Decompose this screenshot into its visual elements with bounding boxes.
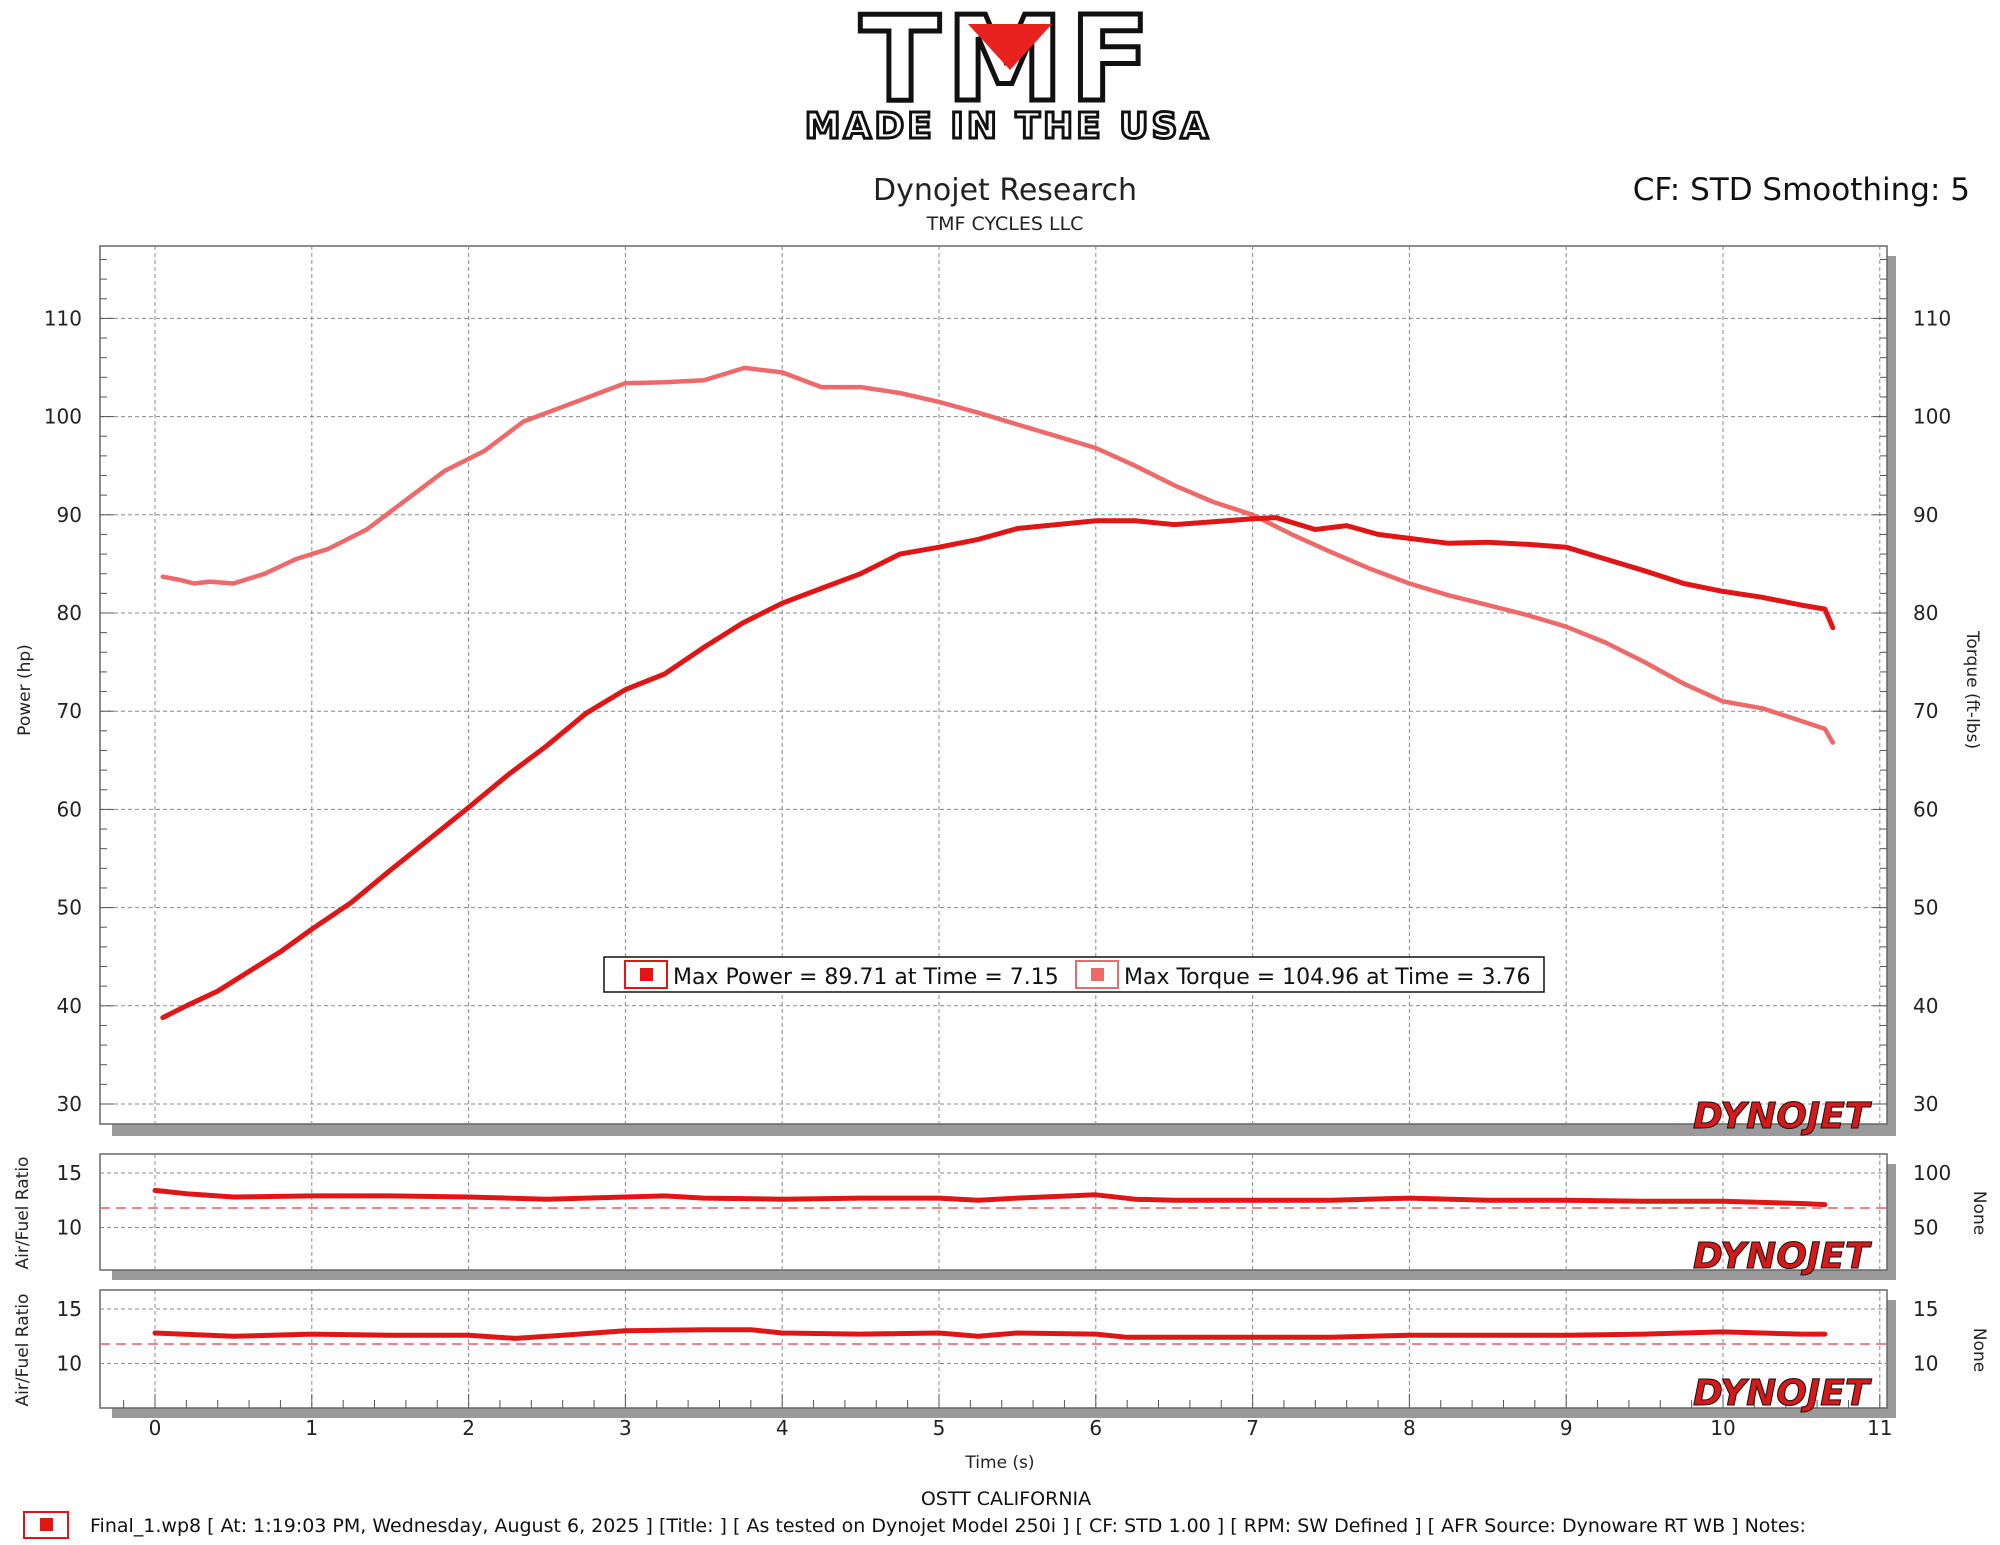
dynojet-watermark-main: DYNOJET bbox=[1693, 1096, 1873, 1138]
cf-smoothing-label: CF: STD Smoothing: 5 bbox=[1633, 172, 1970, 208]
time-tick-label: 1 bbox=[305, 1416, 318, 1440]
torque-tick-label: 90 bbox=[1913, 503, 1938, 527]
time-axis-title: Time (s) bbox=[964, 1453, 1034, 1473]
site-label: OSTT CALIFORNIA bbox=[921, 1488, 1091, 1510]
afr1-tick-label: 10 bbox=[57, 1216, 82, 1240]
torque-tick-label: 30 bbox=[1913, 1092, 1938, 1116]
time-tick-label: 10 bbox=[1710, 1416, 1735, 1440]
power-tick-label: 90 bbox=[57, 503, 82, 527]
logo-red-triangle-icon bbox=[968, 24, 1052, 70]
afr2-tick-label: 10 bbox=[57, 1352, 82, 1376]
legend-max-torque: Max Torque = 104.96 at Time = 3.76 bbox=[1124, 965, 1530, 990]
time-tick-label: 11 bbox=[1867, 1416, 1892, 1440]
torque-axis-title: Torque (ft-lbs) bbox=[1962, 630, 1982, 749]
afr1-tick-label: 15 bbox=[57, 1161, 82, 1185]
legend-torque-swatch bbox=[1091, 968, 1104, 981]
time-tick-label: 5 bbox=[933, 1416, 946, 1440]
dynojet-logo-main: DYNOJET bbox=[1693, 1096, 1872, 1137]
power-tick-label: 60 bbox=[57, 797, 82, 821]
legend-power-swatch bbox=[640, 968, 653, 981]
time-tick-label: 8 bbox=[1403, 1416, 1416, 1440]
tmf-logo: TMF MADE IN THE USA bbox=[803, 0, 1212, 149]
dynojet-logo-afr1: DYNOJET bbox=[1693, 1236, 1872, 1277]
time-axis: 0 1 2 3 4 5 6 7 8 9 10 11 bbox=[123, 1394, 1893, 1440]
time-tick-label: 9 bbox=[1560, 1416, 1573, 1440]
chart-title: Dynojet Research bbox=[873, 173, 1137, 208]
torque-tick-label: 80 bbox=[1913, 601, 1938, 625]
torque-curve bbox=[160, 365, 1836, 745]
time-tick-label: 7 bbox=[1246, 1416, 1259, 1440]
dynojet-watermark-afr2: DYNOJET bbox=[1693, 1373, 1873, 1415]
afr1-right-tick-label: 100 bbox=[1913, 1161, 1951, 1185]
power-tick-label: 110 bbox=[44, 306, 82, 330]
main-axes: 30 30 40 40 50 50 60 60 70 70 80 80 90 90 100 100 110 110 bbox=[44, 258, 1951, 1116]
torque-tick-label: 100 bbox=[1913, 405, 1951, 429]
power-curve bbox=[160, 515, 1836, 1021]
logo-tagline: MADE IN THE USA bbox=[805, 106, 1212, 147]
run-info-footer: Final_1.wp8 [ At: 1:19:03 PM, Wednesday,… bbox=[90, 1515, 1806, 1537]
power-axis-title: Power (hp) bbox=[15, 644, 35, 736]
power-tick-label: 70 bbox=[57, 699, 82, 723]
torque-tick-label: 110 bbox=[1913, 306, 1951, 330]
afr2-right-tick-label: 10 bbox=[1913, 1352, 1938, 1376]
afr1-curve bbox=[152, 1187, 1828, 1208]
legend-box bbox=[603, 956, 1545, 993]
afr2-curve bbox=[152, 1327, 1828, 1341]
afr2-axes: 10 15 10 15 bbox=[57, 1297, 1939, 1376]
time-tick-label: 3 bbox=[619, 1416, 632, 1440]
power-tick-label: 40 bbox=[57, 994, 82, 1018]
dynojet-logo-afr2: DYNOJET bbox=[1693, 1373, 1872, 1414]
afr-panel-1 bbox=[99, 1153, 1888, 1271]
afr-panel-2 bbox=[99, 1289, 1888, 1409]
legend-torque-swatch-frame bbox=[1075, 960, 1119, 989]
power-tick-label: 100 bbox=[44, 405, 82, 429]
afr1-axes: 10 15 50 100 bbox=[57, 1161, 1952, 1240]
torque-tick-label: 40 bbox=[1913, 994, 1938, 1018]
torque-tick-label: 70 bbox=[1913, 699, 1938, 723]
time-tick-label: 6 bbox=[1089, 1416, 1102, 1440]
afr2-right-axis-title: None bbox=[1969, 1328, 1989, 1372]
torque-tick-label: 60 bbox=[1913, 797, 1938, 821]
run-color-swatch-frame bbox=[23, 1511, 69, 1539]
afr1-right-tick-label: 50 bbox=[1913, 1216, 1938, 1240]
afr1-axis-title: Air/Fuel Ratio bbox=[13, 1157, 33, 1270]
time-tick-label: 0 bbox=[149, 1416, 162, 1440]
logo-brand-text: TMF bbox=[860, 0, 1157, 128]
afr2-right-tick-label: 15 bbox=[1913, 1297, 1938, 1321]
chart-subtitle: TMF CYCLES LLC bbox=[926, 213, 1084, 235]
afr2-tick-label: 15 bbox=[57, 1297, 82, 1321]
legend-power-swatch-frame bbox=[624, 960, 668, 989]
power-tick-label: 80 bbox=[57, 601, 82, 625]
legend: Max Power = 89.71 at Time = 7.15 Max Tor… bbox=[603, 956, 1545, 993]
afr1-right-axis-title: None bbox=[1969, 1191, 1989, 1235]
power-tick-label: 30 bbox=[57, 1092, 82, 1116]
dynojet-watermark-afr1: DYNOJET bbox=[1693, 1236, 1873, 1278]
time-tick-label: 2 bbox=[462, 1416, 475, 1440]
afr1-grid bbox=[100, 1154, 1887, 1270]
power-tick-label: 50 bbox=[57, 896, 82, 920]
afr2-grid bbox=[100, 1290, 1887, 1408]
series-layer bbox=[152, 365, 1836, 1341]
run-color-swatch bbox=[40, 1518, 53, 1531]
torque-tick-label: 50 bbox=[1913, 896, 1938, 920]
legend-max-power: Max Power = 89.71 at Time = 7.15 bbox=[673, 965, 1059, 990]
afr2-axis-title: Air/Fuel Ratio bbox=[13, 1294, 33, 1407]
time-tick-label: 4 bbox=[776, 1416, 789, 1440]
